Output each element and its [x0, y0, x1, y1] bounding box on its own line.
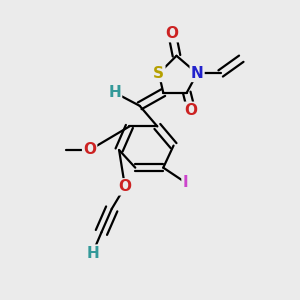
Text: O: O — [83, 142, 96, 158]
Text: S: S — [153, 66, 164, 81]
Text: O: O — [166, 26, 178, 41]
Text: H: H — [108, 85, 121, 100]
Text: H: H — [86, 246, 99, 261]
Text: N: N — [191, 66, 203, 81]
Text: O: O — [185, 103, 198, 118]
Text: O: O — [118, 179, 131, 194]
Text: I: I — [182, 175, 188, 190]
